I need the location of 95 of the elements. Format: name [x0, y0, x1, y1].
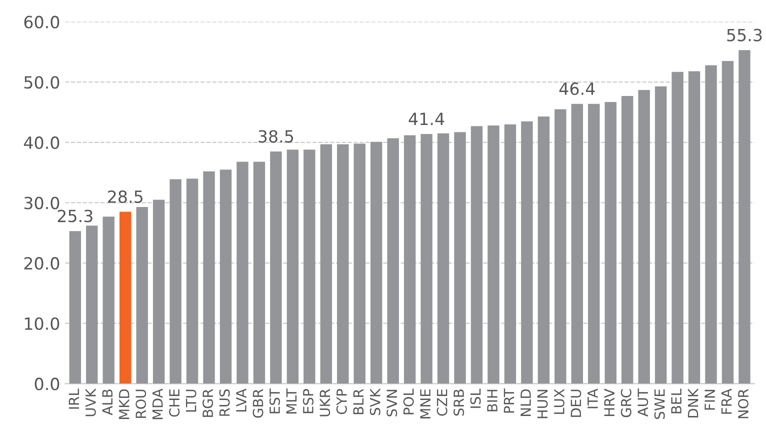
- data-label: 41.4: [408, 112, 444, 125]
- bar: [470, 126, 483, 384]
- bar: [538, 116, 550, 384]
- y-tick-label: 10.0: [24, 317, 60, 330]
- bar: [304, 150, 316, 384]
- bar: [588, 104, 600, 384]
- x-tick-label: HUN: [537, 390, 548, 418]
- x-tick-label: CYP: [336, 389, 347, 414]
- bar: [86, 226, 98, 384]
- x-tick-label: UKR: [320, 388, 330, 416]
- data-label: 28.5: [108, 190, 142, 203]
- bar: [136, 206, 148, 384]
- x-tick-label: NOR: [738, 388, 748, 418]
- bar: [320, 144, 332, 384]
- y-tick-label: 20.0: [24, 257, 60, 270]
- bar: [554, 109, 566, 384]
- bar: [69, 231, 82, 384]
- x-tick-label: EST: [269, 388, 280, 414]
- bar: [521, 121, 533, 384]
- x-tick-label: CHE: [169, 389, 180, 417]
- bar: [688, 71, 700, 384]
- x-tick-label: DNK: [688, 388, 698, 418]
- x-tick-label: CZE: [436, 389, 448, 416]
- bar: [220, 170, 232, 384]
- x-tick-label: SVK: [370, 388, 380, 416]
- y-tick-label: 0.0: [34, 378, 60, 390]
- x-tick-label: NLD: [520, 389, 531, 416]
- y-tick-label: 30.0: [24, 196, 60, 210]
- x-tick-label: SVN: [386, 390, 398, 416]
- y-tick-label: 40.0: [24, 136, 60, 149]
- bar: [286, 150, 299, 384]
- x-tick-label: MLT: [286, 388, 297, 414]
- data-label: 38.5: [258, 130, 294, 143]
- x-tick-label: IRL: [68, 388, 79, 409]
- x-tick-label: ROU: [136, 390, 146, 418]
- x-tick-label: LVA: [236, 388, 246, 412]
- x-tick-label: RUS: [219, 389, 230, 416]
- x-tick-label: PRT: [504, 388, 514, 413]
- x-tick-label: SRB: [454, 390, 464, 416]
- bar: [705, 65, 717, 384]
- x-tick-label: MNE: [420, 389, 430, 418]
- bar: [672, 72, 684, 384]
- bar: [337, 144, 349, 384]
- data-label: 25.3: [58, 210, 92, 222]
- x-tick-label: ISL: [470, 388, 481, 408]
- x-tick-label: AUT: [638, 388, 648, 417]
- bar: [604, 102, 616, 384]
- x-tick-label: ALB: [102, 390, 112, 416]
- bar: [270, 151, 282, 384]
- bar: [387, 138, 399, 384]
- bar: [354, 144, 366, 384]
- x-tick-label: MDA: [152, 388, 163, 420]
- x-tick-label: POL: [403, 388, 414, 414]
- x-tick-label: DEU: [570, 390, 582, 417]
- x-tick-label: GRC: [620, 389, 632, 418]
- bar: [638, 90, 650, 384]
- y-tick-label: 50.0: [24, 76, 60, 89]
- bar: [236, 162, 248, 384]
- bar: [504, 124, 516, 384]
- bar: [738, 50, 750, 384]
- x-tick-label: LUX: [554, 388, 564, 414]
- x-tick-label: MKD: [119, 389, 130, 419]
- bar: [404, 135, 416, 384]
- bar: [203, 171, 215, 384]
- x-tick-label: GBR: [252, 388, 264, 418]
- bar: [621, 96, 634, 384]
- bar: [370, 142, 382, 384]
- bar: [253, 162, 266, 384]
- x-tick-label: BEL: [671, 388, 682, 414]
- bar: [454, 132, 466, 384]
- x-tick-label: SWE: [654, 389, 665, 419]
- bar: [722, 61, 734, 384]
- bar: [119, 212, 132, 384]
- x-tick-label: BGR: [202, 388, 214, 417]
- x-tick-label: HRV: [604, 388, 614, 416]
- bar: [420, 134, 432, 384]
- bar: [437, 133, 450, 384]
- x-tick-label: UVK: [86, 388, 96, 416]
- bar: [488, 126, 500, 384]
- bar: [102, 216, 114, 384]
- bar: [186, 178, 198, 384]
- bar: [170, 179, 182, 384]
- bar: [152, 200, 165, 384]
- x-tick-label: FIN: [704, 390, 715, 410]
- x-tick-label: ITA: [588, 388, 598, 408]
- data-label: 46.4: [559, 82, 595, 96]
- x-tick-label: ESP: [302, 389, 314, 414]
- y-tick-label: 60.0: [24, 16, 60, 28]
- bar: [654, 86, 667, 384]
- x-tick-label: LTU: [186, 390, 196, 412]
- x-tick-label: BLR: [353, 388, 364, 414]
- data-label: 55.3: [727, 28, 762, 42]
- bar: [571, 104, 583, 384]
- x-tick-label: FRA: [721, 388, 732, 414]
- x-tick-label: BIH: [487, 390, 498, 412]
